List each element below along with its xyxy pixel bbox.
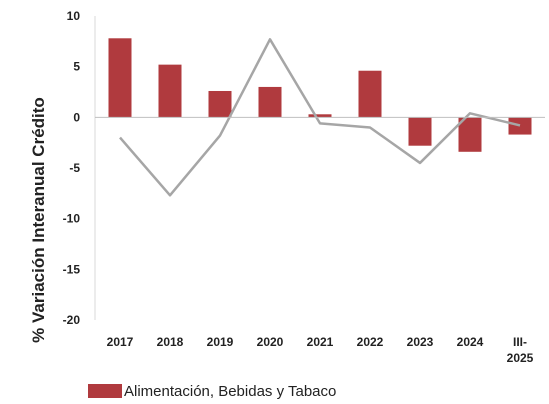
y-tick-label: 5 [73,60,80,74]
bar [208,90,232,118]
bar [158,64,182,118]
y-axis: 10 5 0 -5 -10 -15 -20 [63,9,96,327]
bar-series [108,38,532,152]
x-tick-label: III-2025 [507,335,534,365]
x-tick-label: 2022 [357,335,384,349]
x-tick-label: 2024 [457,335,484,349]
legend: Alimentación, Bebidas y Tabaco [88,383,336,400]
y-tick-label: -5 [69,161,80,175]
bar [458,117,482,152]
x-tick-label: 2021 [307,335,334,349]
x-tick-label: 2018 [157,335,184,349]
bar [308,114,332,118]
x-axis: 2017 2018 2019 2020 2021 2022 2023 2024 III-2025 [95,116,545,365]
legend-label: Alimentación, Bebidas y Tabaco [124,383,336,400]
y-tick-label: -15 [63,262,81,276]
y-tick-label: -10 [63,212,81,226]
bar [408,117,432,146]
bar [258,86,282,118]
y-tick-label: 10 [67,9,81,23]
y-axis-label: % Variación Interanual Crédito [29,97,48,343]
x-tick-label: 2019 [207,335,234,349]
bar [358,70,382,118]
line-series [119,38,521,197]
x-tick-label: 2017 [107,335,134,349]
y-tick-label: 0 [73,110,80,124]
x-tick-label: 2020 [257,335,284,349]
line-path [119,38,521,197]
bar [508,117,532,135]
x-tick-label: 2023 [407,335,434,349]
bar [108,38,132,118]
legend-swatch [88,384,122,398]
y-tick-label: -20 [63,313,81,327]
